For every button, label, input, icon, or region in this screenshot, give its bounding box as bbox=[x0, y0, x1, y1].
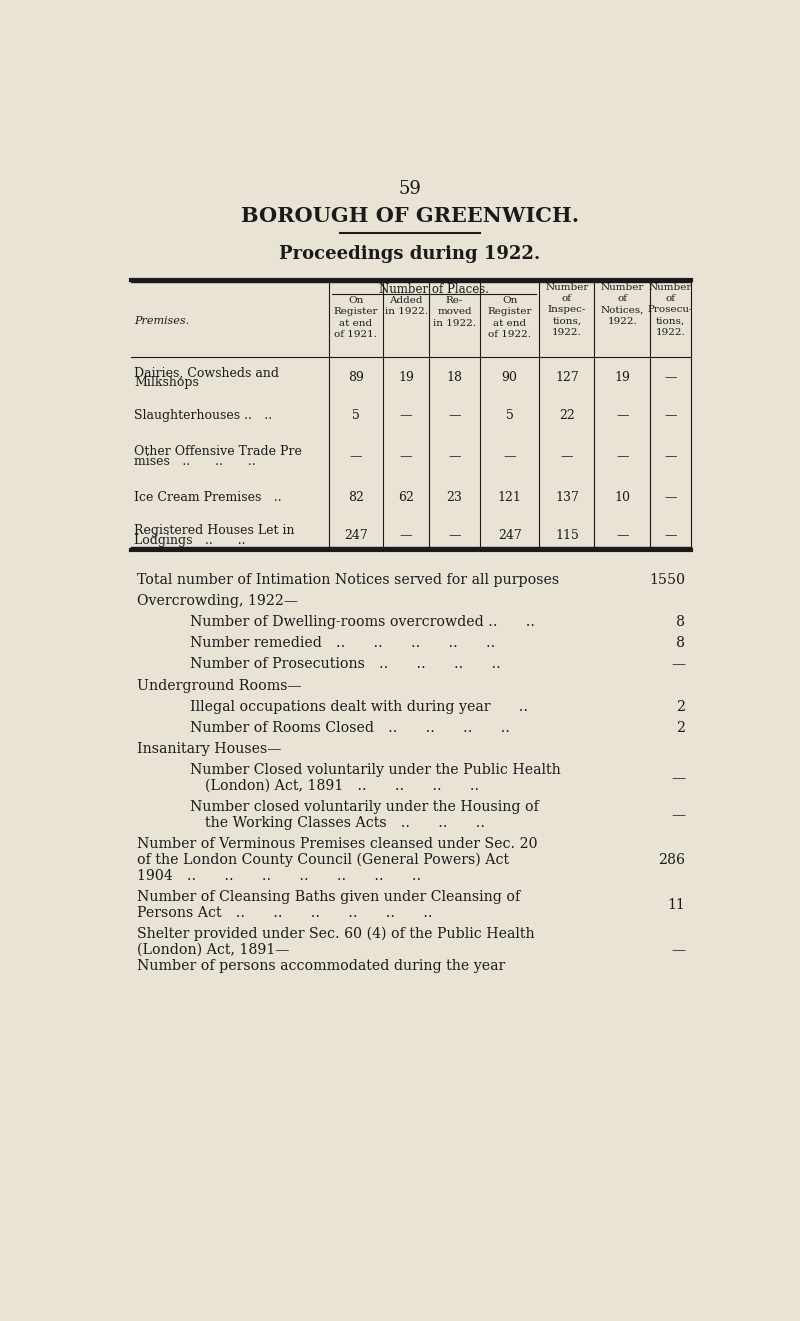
Text: 2: 2 bbox=[676, 700, 685, 713]
Text: 1550: 1550 bbox=[649, 573, 685, 587]
Text: 23: 23 bbox=[446, 491, 462, 503]
Text: Ice Cream Premises ..: Ice Cream Premises .. bbox=[134, 491, 282, 503]
Text: Number of Places.: Number of Places. bbox=[379, 283, 489, 296]
Text: —: — bbox=[400, 410, 412, 423]
Text: Number of Verminous Premises cleansed under Sec. 20: Number of Verminous Premises cleansed un… bbox=[138, 838, 538, 851]
Text: (London) Act, 1891 ..  ..  ..  ..: (London) Act, 1891 .. .. .. .. bbox=[206, 779, 479, 793]
Text: Total number of Intimation Notices served for all purposes: Total number of Intimation Notices serve… bbox=[138, 573, 559, 587]
Text: Number of Prosecutions ..  ..  ..  ..: Number of Prosecutions .. .. .. .. bbox=[190, 658, 501, 671]
Text: On
Register
at end
of 1922.: On Register at end of 1922. bbox=[487, 296, 532, 338]
Text: 90: 90 bbox=[502, 371, 518, 384]
Text: (London) Act, 1891—: (London) Act, 1891— bbox=[138, 943, 290, 956]
Text: 19: 19 bbox=[398, 371, 414, 384]
Text: Number of persons accommodated during the year: Number of persons accommodated during th… bbox=[138, 959, 506, 972]
Text: —: — bbox=[664, 450, 677, 462]
Text: 82: 82 bbox=[348, 491, 364, 503]
Text: of the London County Council (General Powers) Act: of the London County Council (General Po… bbox=[138, 853, 510, 868]
Text: —: — bbox=[671, 658, 685, 671]
Text: Number
of
Inspec-
tions,
1922.: Number of Inspec- tions, 1922. bbox=[546, 283, 589, 337]
Text: 8: 8 bbox=[676, 616, 685, 629]
Text: —: — bbox=[448, 450, 461, 462]
Text: Milkshops: Milkshops bbox=[134, 376, 199, 390]
Text: 8: 8 bbox=[676, 637, 685, 650]
Text: Shelter provided under Sec. 60 (4) of the Public Health: Shelter provided under Sec. 60 (4) of th… bbox=[138, 927, 535, 942]
Text: Number Closed voluntarily under the Public Health: Number Closed voluntarily under the Publ… bbox=[190, 764, 561, 777]
Text: 5: 5 bbox=[352, 410, 360, 423]
Text: —: — bbox=[616, 450, 629, 462]
Text: BOROUGH OF GREENWICH.: BOROUGH OF GREENWICH. bbox=[241, 206, 579, 226]
Text: 2: 2 bbox=[676, 721, 685, 734]
Text: 286: 286 bbox=[658, 853, 685, 867]
Text: Lodgings ..  ..: Lodgings .. .. bbox=[134, 534, 246, 547]
Text: Underground Rooms—: Underground Rooms— bbox=[138, 679, 302, 692]
Text: 247: 247 bbox=[344, 530, 368, 543]
Text: Insanitary Houses—: Insanitary Houses— bbox=[138, 742, 282, 756]
Text: Persons Act ..  ..  ..  ..  ..  ..: Persons Act .. .. .. .. .. .. bbox=[138, 906, 433, 919]
Text: —: — bbox=[664, 410, 677, 423]
Text: 121: 121 bbox=[498, 491, 522, 503]
Text: 11: 11 bbox=[667, 898, 685, 911]
Text: Slaughterhouses .. ..: Slaughterhouses .. .. bbox=[134, 410, 272, 423]
Text: —: — bbox=[448, 530, 461, 543]
Text: —: — bbox=[616, 410, 629, 423]
Text: —: — bbox=[671, 808, 685, 822]
Text: 1904 ..  ..  ..  ..  ..  ..  ..: 1904 .. .. .. .. .. .. .. bbox=[138, 869, 422, 882]
Text: Overcrowding, 1922—: Overcrowding, 1922— bbox=[138, 594, 298, 608]
Text: 5: 5 bbox=[506, 410, 514, 423]
Text: —: — bbox=[671, 771, 685, 785]
Text: 59: 59 bbox=[398, 180, 422, 198]
Text: 137: 137 bbox=[555, 491, 579, 503]
Text: Added
in 1922.: Added in 1922. bbox=[385, 296, 428, 317]
Text: mises ..  ..  ..: mises .. .. .. bbox=[134, 454, 256, 468]
Text: —: — bbox=[561, 450, 573, 462]
Text: Illegal occupations dealt with during year  ..: Illegal occupations dealt with during ye… bbox=[190, 700, 528, 713]
Text: Number remedied ..  ..  ..  ..  ..: Number remedied .. .. .. .. .. bbox=[190, 637, 495, 650]
Text: Number
of
Notices,
1922.: Number of Notices, 1922. bbox=[601, 283, 644, 325]
Text: Dairies, Cowsheds and: Dairies, Cowsheds and bbox=[134, 366, 279, 379]
Text: —: — bbox=[503, 450, 516, 462]
Text: Number of Dwelling-rooms overcrowded ..  ..: Number of Dwelling-rooms overcrowded .. … bbox=[190, 616, 535, 629]
Text: Number
of
Prosecu-
tions,
1922.: Number of Prosecu- tions, 1922. bbox=[648, 283, 693, 337]
Text: Number closed voluntarily under the Housing of: Number closed voluntarily under the Hous… bbox=[190, 801, 538, 814]
Text: Registered Houses Let in: Registered Houses Let in bbox=[134, 524, 294, 538]
Text: —: — bbox=[664, 530, 677, 543]
Text: the Working Classes Acts ..  ..  ..: the Working Classes Acts .. .. .. bbox=[206, 816, 486, 830]
Text: —: — bbox=[350, 450, 362, 462]
Text: Premises.: Premises. bbox=[134, 316, 190, 325]
Text: 22: 22 bbox=[559, 410, 575, 423]
Text: 19: 19 bbox=[614, 371, 630, 384]
Text: 18: 18 bbox=[446, 371, 462, 384]
Text: 115: 115 bbox=[555, 530, 579, 543]
Text: —: — bbox=[400, 530, 412, 543]
Text: Number of Cleansing Baths given under Cleansing of: Number of Cleansing Baths given under Cl… bbox=[138, 890, 521, 904]
Text: —: — bbox=[448, 410, 461, 423]
Text: —: — bbox=[400, 450, 412, 462]
Text: —: — bbox=[616, 530, 629, 543]
Text: 127: 127 bbox=[555, 371, 579, 384]
Text: 247: 247 bbox=[498, 530, 522, 543]
Text: —: — bbox=[664, 371, 677, 384]
Text: 89: 89 bbox=[348, 371, 364, 384]
Text: Proceedings during 1922.: Proceedings during 1922. bbox=[279, 244, 541, 263]
Text: On
Register
at end
of 1921.: On Register at end of 1921. bbox=[334, 296, 378, 338]
Text: Number of Rooms Closed ..  ..  ..  ..: Number of Rooms Closed .. .. .. .. bbox=[190, 721, 510, 734]
Text: —: — bbox=[671, 943, 685, 956]
Text: Other Offensive Trade Pre: Other Offensive Trade Pre bbox=[134, 445, 302, 458]
Text: 62: 62 bbox=[398, 491, 414, 503]
Text: Re-
moved
in 1922.: Re- moved in 1922. bbox=[433, 296, 476, 328]
Text: 10: 10 bbox=[614, 491, 630, 503]
Text: —: — bbox=[664, 491, 677, 503]
